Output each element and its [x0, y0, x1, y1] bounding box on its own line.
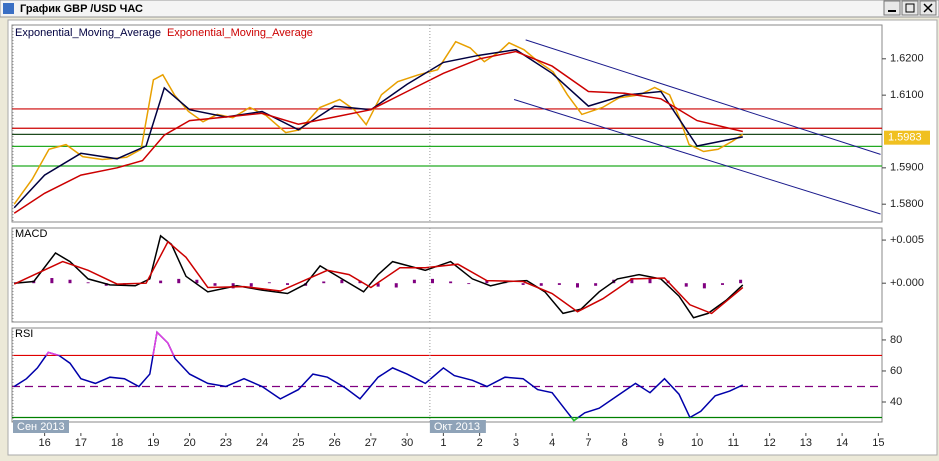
histogram-bar: [576, 283, 579, 288]
histogram-bar: [594, 283, 598, 286]
histogram-bar: [267, 282, 271, 284]
maximize-icon: [905, 3, 915, 13]
panel: [11, 227, 883, 323]
x-tick-label: 2: [477, 437, 483, 449]
legend-entry: Exponential_Moving_Average: [167, 27, 313, 39]
histogram-bar: [739, 279, 743, 284]
last-value-label: 1.5983: [888, 132, 922, 144]
x-tick-label: 15: [872, 437, 884, 449]
x-tick-label: 27: [365, 437, 377, 449]
x-tick-label: 23: [220, 437, 232, 449]
series-line: [13, 240, 744, 315]
y-tick-label: 1.5800: [890, 198, 924, 210]
x-tick-label: 18: [111, 437, 123, 449]
panel-title: MACD: [15, 228, 47, 240]
histogram-bar: [322, 281, 326, 284]
histogram-bar: [68, 279, 72, 284]
close-icon: [923, 3, 933, 13]
histogram-bar: [557, 283, 561, 285]
histogram-bar: [467, 283, 471, 285]
histogram-bar: [539, 283, 543, 286]
histogram-bar: [449, 281, 453, 284]
series-line: [13, 50, 743, 214]
y-tick-label: 1.6100: [890, 89, 924, 101]
minimize-button[interactable]: [883, 0, 901, 16]
y-tick-label: 40: [890, 396, 902, 408]
histogram-bar: [721, 283, 724, 285]
x-tick-label: 8: [622, 437, 628, 449]
month-label-box: [13, 420, 69, 433]
panel: [11, 327, 883, 423]
histogram-bar: [195, 279, 199, 284]
y-tick-label: 60: [890, 365, 902, 377]
histogram-bar: [485, 280, 489, 284]
series-line: [13, 330, 744, 422]
trend-line: [513, 99, 881, 215]
title-bar: [0, 0, 939, 18]
histogram-bar: [521, 283, 525, 285]
x-tick-label: 1: [440, 437, 446, 449]
x-tick-label: 7: [585, 437, 591, 449]
x-tick-label: 30: [401, 437, 413, 449]
histogram-bar: [213, 283, 217, 286]
x-tick-label: 4: [549, 437, 555, 449]
x-tick-label: 19: [147, 437, 159, 449]
x-tick-label: 20: [184, 437, 196, 449]
x-tick-label: 3: [513, 437, 519, 449]
last-value-box: [884, 130, 930, 145]
histogram-bar: [412, 279, 416, 284]
y-tick-label: +0.000: [890, 277, 924, 289]
x-tick-label: 11: [728, 437, 739, 449]
y-tick-label: 1.6200: [890, 53, 924, 65]
histogram-bar: [684, 283, 688, 287]
x-tick-label: 25: [292, 437, 304, 449]
histogram-bar: [376, 283, 380, 287]
histogram-bar: [431, 278, 434, 284]
histogram-bar: [286, 283, 289, 285]
x-tick-label: 9: [658, 437, 664, 449]
histogram-bar: [648, 278, 652, 284]
histogram-bar: [340, 279, 344, 284]
window-buttons: [883, 0, 937, 16]
x-tick-label: 13: [800, 437, 812, 449]
panel: [11, 24, 883, 223]
histogram-bar: [394, 283, 398, 288]
panel-title: RSI: [15, 328, 33, 340]
month-label: Сен 2013: [17, 421, 65, 433]
series-line: [13, 48, 743, 209]
histogram-bar: [702, 283, 706, 289]
x-tick-label: 17: [75, 437, 87, 449]
x-tick-label: 10: [691, 437, 703, 449]
window-title: График GBP /USD ЧАС: [20, 3, 143, 15]
x-tick-label: 24: [256, 437, 268, 449]
window-icon: [3, 3, 14, 14]
histogram-bar: [50, 278, 54, 284]
histogram-bar: [177, 278, 181, 284]
x-tick-label: 26: [329, 437, 341, 449]
x-tick-label: 14: [836, 437, 848, 449]
trend-line: [525, 39, 881, 155]
month-label-box: [429, 420, 486, 433]
histogram-bar: [630, 278, 634, 284]
x-tick-label: 16: [39, 437, 51, 449]
histogram-bar: [159, 280, 163, 284]
y-tick-label: +0.005: [890, 234, 924, 246]
legend-entry: Exponential_Moving_Average: [15, 27, 161, 39]
histogram-bar: [249, 283, 253, 287]
month-label: Окт 2013: [434, 421, 480, 433]
x-tick-label: 12: [764, 437, 776, 449]
histogram-bar: [231, 283, 235, 289]
histogram-bar: [86, 282, 90, 284]
maximize-button[interactable]: [901, 0, 919, 16]
y-tick-label: 1.5900: [890, 162, 924, 174]
y-tick-label: 80: [890, 334, 902, 346]
